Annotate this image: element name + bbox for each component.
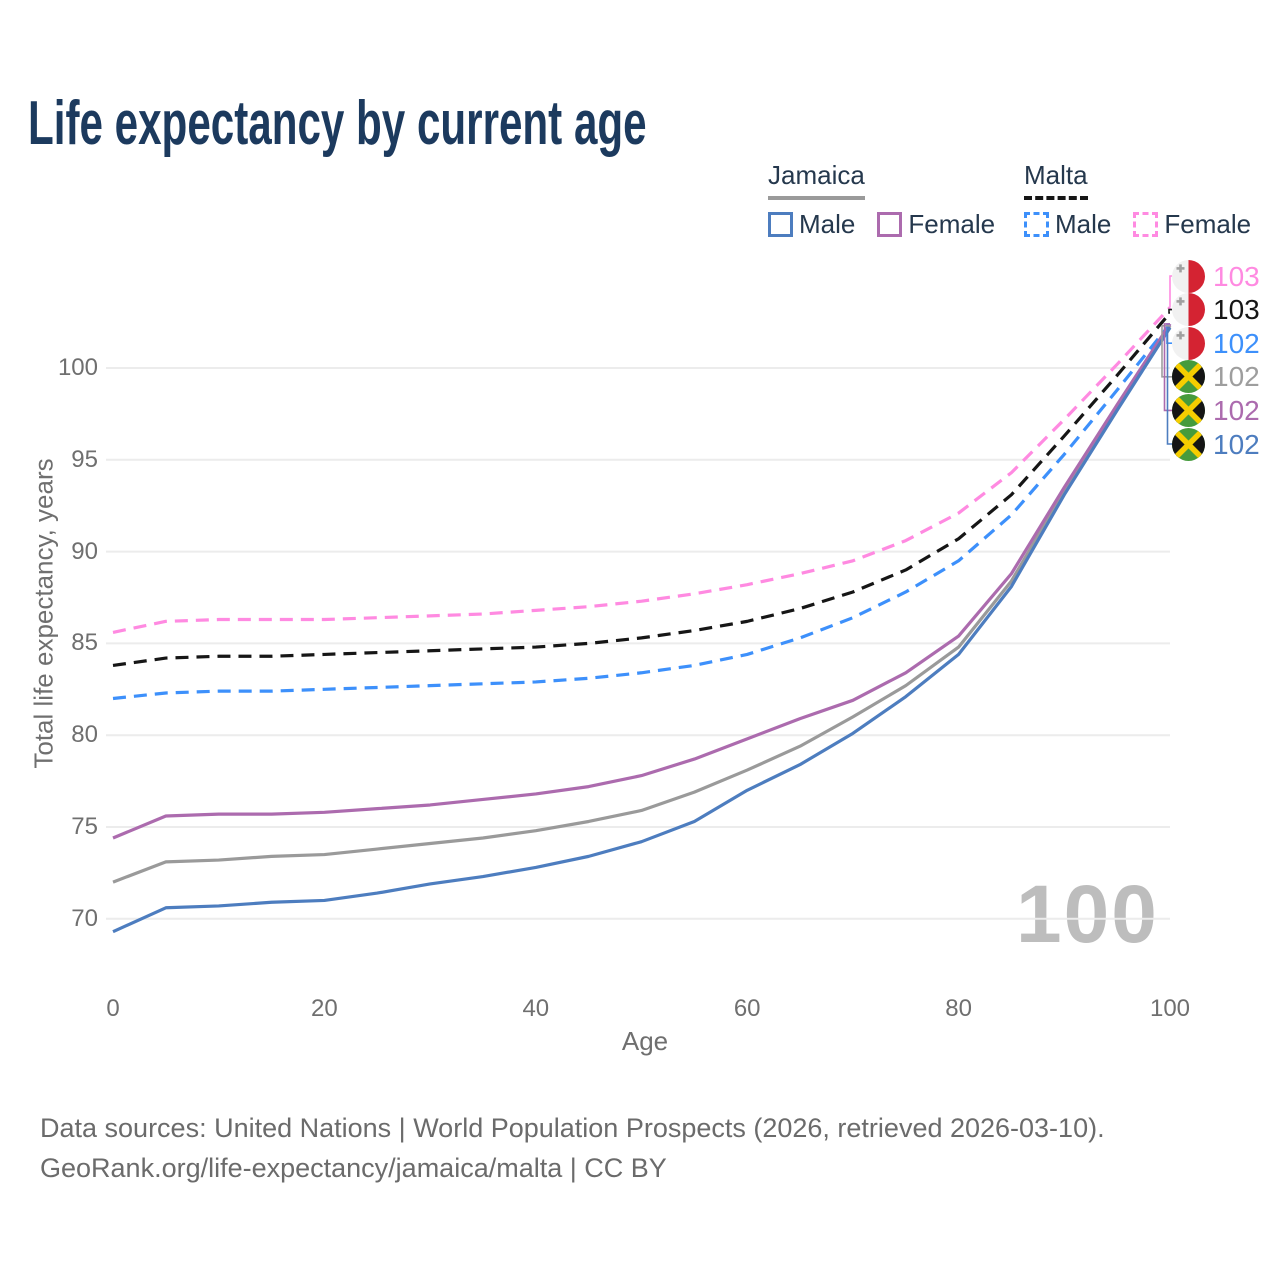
x-tick-60: 60 (733, 995, 761, 1022)
legend-item-jamaica-male[interactable]: Male (768, 209, 855, 240)
malta-flag-icon (1172, 259, 1205, 293)
chart-title: Life expectancy by current age (28, 89, 647, 158)
footer: Data sources: United Nations | World Pop… (40, 1108, 1105, 1188)
malta-flag-icon (1172, 293, 1205, 327)
legend-group-jamaica: Jamaica Male Female (768, 160, 995, 240)
jamaica-flag-icon (1172, 393, 1205, 427)
end-value-jamaica-female: 102 (1213, 394, 1260, 426)
legend-item-jamaica-female[interactable]: Female (877, 209, 995, 240)
x-tick-20: 20 (311, 995, 338, 1022)
y-tick-70: 70 (71, 904, 98, 932)
y-tick-85: 85 (71, 629, 98, 657)
legend-label-jamaica-male: Male (799, 209, 856, 239)
leader-line-malta-total (1168, 308, 1172, 314)
jamaica-flag-icon (1172, 360, 1205, 394)
legend-label-malta-male: Male (1055, 209, 1112, 239)
legend-checkbox-jamaica-male[interactable] (768, 212, 793, 237)
legend-items-malta: Male Female (1024, 209, 1251, 240)
y-tick-95: 95 (71, 445, 98, 473)
series-line-malta (112, 311, 1172, 668)
series-line-jamaica-male (112, 326, 1172, 934)
legend-item-malta-male[interactable]: Male (1024, 209, 1111, 240)
y-tick-80: 80 (71, 721, 98, 749)
x-tick-0: 0 (106, 995, 120, 1022)
legend-label-malta-female: Female (1164, 209, 1252, 239)
x-axis-title: Age (621, 1026, 669, 1056)
leader-line-jamaica-male (1166, 326, 1172, 445)
end-value-jamaica-male: 102 (1213, 428, 1260, 460)
end-value-malta-male: 102 (1213, 327, 1260, 359)
malta-flag-icon (1172, 326, 1205, 360)
legend-label-jamaica-female: Female (908, 209, 996, 239)
footer-attribution: GeoRank.org/life-expectancy/jamaica/malt… (40, 1153, 667, 1183)
x-tick-40: 40 (522, 995, 550, 1022)
x-tick-100: 100 (1149, 995, 1191, 1022)
series-line-malta-male (112, 322, 1172, 701)
leader-line-malta-female (1169, 275, 1172, 308)
legend-country-malta: Malta (1024, 160, 1088, 200)
legend-checkbox-jamaica-female[interactable] (877, 212, 903, 237)
jamaica-flag-icon (1172, 427, 1205, 461)
end-label-malta-male: 102 (1172, 326, 1260, 360)
series-line-jamaica-female (112, 323, 1172, 840)
end-label-jamaica-female: 102 (1172, 393, 1260, 427)
legend-group-malta: Malta Male Female (1024, 160, 1251, 240)
y-tick-75: 75 (71, 813, 98, 840)
malta-flag-icon (1172, 259, 1205, 293)
watermark-age-100: 100 (1016, 869, 1159, 960)
series-line-jamaica (112, 324, 1172, 884)
end-label-malta-total: 103 (1172, 293, 1260, 327)
jamaica-flag-icon (1172, 393, 1205, 427)
end-label-jamaica-male: 102 (1172, 427, 1260, 461)
end-value-malta-total: 103 (1213, 294, 1260, 326)
malta-flag-icon (1172, 326, 1205, 360)
y-tick-90: 90 (71, 537, 98, 565)
end-label-jamaica-total: 102 (1172, 360, 1260, 394)
legend-items-jamaica: Male Female (768, 209, 995, 240)
malta-flag-icon (1172, 293, 1205, 327)
series-line-malta-female (112, 306, 1172, 634)
legend: Jamaica Male Female Malta Male Female (768, 160, 1268, 240)
end-value-jamaica-total: 102 (1213, 361, 1260, 393)
legend-checkbox-malta-female[interactable] (1133, 212, 1159, 237)
end-label-malta-female: 103 (1172, 259, 1260, 293)
x-tick-80: 80 (945, 995, 972, 1022)
legend-item-malta-female[interactable]: Female (1133, 209, 1251, 240)
y-tick-100: 100 (57, 354, 98, 381)
jamaica-flag-icon (1172, 427, 1205, 461)
end-value-malta-female: 103 (1213, 260, 1260, 292)
legend-country-jamaica: Jamaica (768, 160, 865, 200)
footer-data-sources: Data sources: United Nations | World Pop… (40, 1113, 1105, 1143)
jamaica-flag-icon (1172, 360, 1205, 394)
legend-checkbox-malta-male[interactable] (1024, 212, 1049, 237)
